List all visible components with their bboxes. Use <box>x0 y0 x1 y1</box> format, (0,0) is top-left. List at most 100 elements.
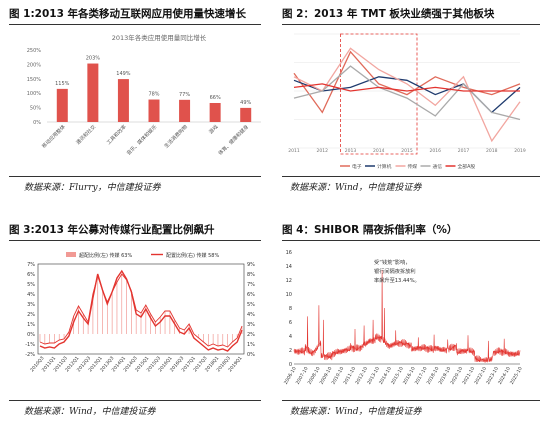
fig1-category-label: 移动应用整体 <box>41 123 67 149</box>
fig2-title: 图 2：2013 年 TMT 板块业绩强于其他板块 <box>282 8 495 20</box>
fig2-xtick-label: 2013 <box>345 148 357 154</box>
fig1-bar <box>240 107 252 122</box>
fig3-right-tick-label: 9% <box>247 262 255 268</box>
fig2-xtick-label: 2018 <box>486 148 498 154</box>
fig3-left-tick-label: 4% <box>27 292 35 298</box>
fig3-left-tick-label: 1% <box>27 322 35 328</box>
fig1-bar <box>209 102 221 122</box>
fig1-chart-title: 2013年各类应用使用量同比增长 <box>112 33 207 42</box>
fig4-annotation-text: 率飙升至13.44%。 <box>374 276 420 284</box>
fig2-highlight-box <box>340 33 418 155</box>
fig3-source: 数据来源：Wind，中信建投证券 <box>24 407 156 417</box>
fig1-bar <box>56 88 68 122</box>
fig4-bottom-rule <box>282 400 540 401</box>
fig4-annotation-text: 受“钱荒”影响， <box>374 258 411 266</box>
fig4-ytick-label: 14 <box>286 264 292 270</box>
fig2-xtick-label: 2012 <box>317 148 329 154</box>
fig1-ytick-label: 100% <box>27 91 42 97</box>
fig4-ytick-label: 8 <box>289 306 292 312</box>
fig2-source: 数据来源：Wind，中信建投证券 <box>290 183 422 193</box>
fig3-left-tick-label: 2% <box>27 312 35 318</box>
fig3-left-tick-label: -1% <box>25 342 35 348</box>
fig3-right-tick-label: 7% <box>247 282 255 288</box>
fig3-right-tick-label: 8% <box>247 272 255 278</box>
fig4-ytick-label: 4 <box>289 334 292 340</box>
fig1-ytick-label: 250% <box>27 48 42 54</box>
fig1-source: 数据来源：Flurry，中信建投证券 <box>24 183 161 193</box>
fig4-ytick-label: 10 <box>286 292 292 298</box>
fig1-category-label: 体育、健康和健身 <box>217 123 250 156</box>
fig3-allocation-line <box>39 269 243 352</box>
fig1-title: 图 1:2013 年各类移动互联网应用使用量快速增长 <box>9 8 247 20</box>
fig1-category-label: 游戏 <box>208 123 220 135</box>
fig1-bar-value-label: 49% <box>240 100 251 106</box>
fig1-bar-value-label: 203% <box>86 56 101 62</box>
fig3-left-tick-label: 7% <box>27 262 35 268</box>
fig4-title: 图 4：SHIBOR 隔夜拆借利率（%） <box>282 224 458 236</box>
fig2-legend-label: 传媒 <box>408 163 418 170</box>
fig1-bottom-rule <box>9 176 261 177</box>
fig1-ytick-label: 200% <box>27 62 42 68</box>
fig1-bar <box>148 99 160 122</box>
fig1-title-rule <box>9 24 261 25</box>
fig3-title: 图 3:2013 年公募对传媒行业配置比例飙升 <box>9 224 215 236</box>
fig3-plot-frame <box>37 263 245 355</box>
fig3-left-tick-label: 0% <box>27 332 35 338</box>
fig2-line-chart: 2011 2012 2013 2014 2015 2016 2017 2018 2019 电子 计算… <box>288 33 526 170</box>
fig4-ytick-label: 6 <box>289 320 292 326</box>
fig4-line-chart: 16141210864202006-102007-102008-102009-1… <box>283 250 524 386</box>
fig3-legend-label: 超配比例(左) 传媒 63% <box>79 252 132 259</box>
fig3-right-tick-label: 6% <box>247 292 255 298</box>
fig3-right-tick-label: 3% <box>247 322 255 328</box>
fig4-ytick-label: 16 <box>286 250 292 256</box>
fig2-legend-label: 电子 <box>352 163 362 170</box>
fig2-series-line <box>293 65 521 121</box>
fig1-category-label: 生活消费购物 <box>163 123 189 149</box>
fig2-xtick-label: 2017 <box>458 148 470 154</box>
fig1-category-label: 工具和效率 <box>105 123 128 146</box>
fig2-xtick-label: 2016 <box>430 148 442 154</box>
fig2-title-rule <box>282 24 540 25</box>
fig4-annotation-text: 银行间隔夜拆放利 <box>374 267 416 275</box>
fig2-xtick-label: 2014 <box>373 148 385 154</box>
fig4-ytick-label: 0 <box>289 362 292 368</box>
fig1-bar <box>179 99 191 122</box>
fig1-bar-value-label: 149% <box>116 71 131 77</box>
fig2-series-line <box>293 50 521 114</box>
fig1-bar-value-label: 77% <box>179 92 190 98</box>
fig3-right-tick-label: 5% <box>247 302 255 308</box>
fig1-ytick-label: 0% <box>33 120 41 126</box>
fig3-left-tick-label: 3% <box>27 302 35 308</box>
fig4-rate-line <box>293 269 521 364</box>
fig3-left-tick-label: 5% <box>27 282 35 288</box>
fig2-xtick-label: 2011 <box>288 148 300 154</box>
fig1-bar <box>87 63 99 122</box>
fig2-legend-label: 计算机 <box>377 163 392 170</box>
fig2-legend-label: 全部A股 <box>458 163 476 170</box>
fig1-ytick-label: 150% <box>27 77 42 83</box>
fig2-series-line <box>293 83 520 92</box>
fig3-title-rule <box>9 240 261 241</box>
fig3-right-tick-label: 0% <box>247 352 255 358</box>
fig4-ytick-label: 2 <box>289 348 292 354</box>
fig1-ytick-label: 50% <box>30 106 41 112</box>
fig1-bar-value-label: 66% <box>210 95 221 101</box>
fig3-left-tick-label: -2% <box>25 352 35 358</box>
fig1-bar-value-label: 115% <box>55 81 70 87</box>
fig3-overweight-line <box>39 273 243 348</box>
fig1-bar-value-label: 78% <box>148 92 159 98</box>
fig3-right-tick-label: 2% <box>247 332 255 338</box>
fig1-bar <box>117 79 129 122</box>
fig2-xtick-label: 2015 <box>401 148 413 154</box>
fig2-legend-label: 通信 <box>433 163 443 170</box>
fig1-category-label: 通讯和社交 <box>75 123 98 146</box>
fig3-right-tick-label: 4% <box>247 312 255 318</box>
fig1-category-label: 音乐、媒体和娱乐 <box>125 123 158 156</box>
fig2-xtick-label: 2019 <box>514 148 526 154</box>
fig3-right-tick-label: 1% <box>247 342 255 348</box>
fig3-bottom-rule <box>9 400 261 401</box>
fig2-series-line <box>293 47 521 143</box>
fig3-legend-swatch <box>66 252 76 257</box>
fig4-source: 数据来源：Wind，中信建投证券 <box>290 407 422 417</box>
fig4-ytick-label: 12 <box>286 278 292 284</box>
